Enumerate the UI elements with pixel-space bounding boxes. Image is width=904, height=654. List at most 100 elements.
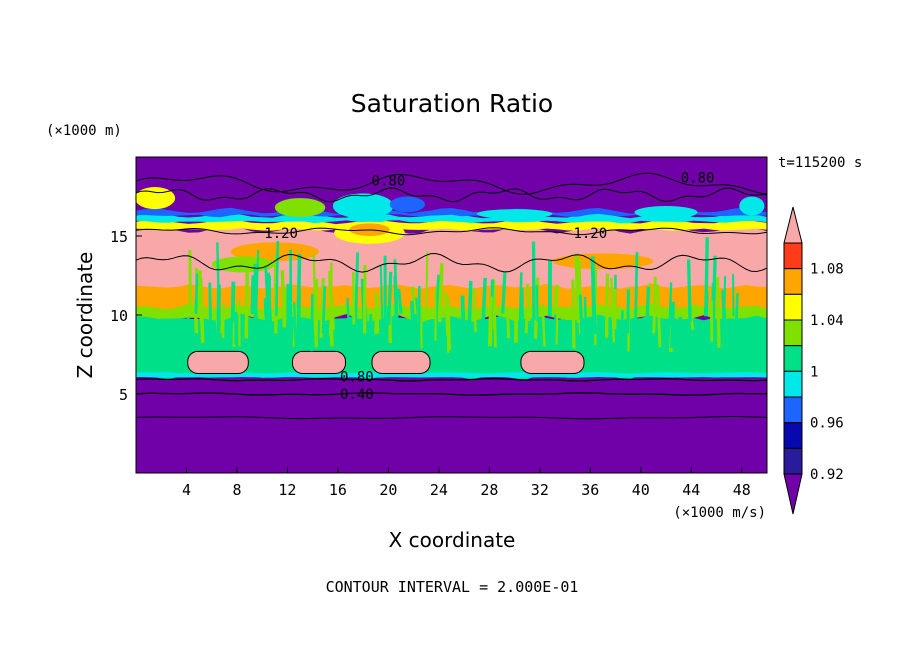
contour-label: 0.40 [340, 387, 374, 403]
contour-line [135, 416, 768, 420]
convective-streak [524, 306, 529, 334]
time-label: t=115200 s [778, 155, 862, 171]
colorbar-top-arrow [783, 206, 803, 244]
convective-streak [321, 285, 327, 334]
convective-streak [410, 286, 417, 315]
cloud-blob [134, 187, 176, 210]
colorbar-swatch [783, 422, 803, 449]
convective-streak [715, 277, 721, 348]
colorbar-swatch [783, 447, 803, 475]
colorbar-label: 1 [810, 364, 818, 380]
y-axis-title: Z coordinate [73, 252, 97, 379]
convective-streak [310, 293, 314, 352]
convective-streak [722, 309, 728, 352]
contour-line [135, 252, 768, 273]
convective-streak [571, 279, 576, 349]
colorbar-bottom-arrow [783, 473, 803, 515]
convective-streak [555, 307, 559, 345]
x-tick-label: 8 [232, 481, 241, 499]
convective-streak [397, 288, 403, 314]
x-tick-label: 44 [682, 481, 700, 499]
convective-streak [668, 282, 673, 327]
x-tick-label: 24 [430, 481, 448, 499]
convective-streak [253, 263, 258, 321]
convective-streak [590, 256, 597, 335]
x-tick-label: 28 [480, 481, 498, 499]
contour-labels: 0.80 0.801.20 1.200.800.40 [264, 171, 714, 403]
convective-streak [194, 273, 199, 314]
x-tick-label: 12 [278, 481, 296, 499]
cloud-blob [230, 242, 319, 262]
colorbar-swatch [783, 370, 803, 398]
convective-streak [198, 278, 205, 343]
convective-streak [387, 271, 393, 325]
band-cirrus-edge [136, 219, 767, 231]
x-tick-label: 36 [581, 481, 599, 499]
band-base-cyan [136, 371, 767, 378]
anvil-cell [291, 350, 346, 374]
convective-streak [521, 288, 525, 349]
cloud-blob [274, 198, 326, 218]
convective-streak [541, 303, 546, 347]
colorbar-swatch [783, 319, 803, 347]
y-tick-label: 5 [119, 386, 128, 404]
convective-streak [553, 284, 559, 315]
convective-streak [578, 294, 585, 343]
convective-streak [280, 270, 287, 328]
colorbar-swatch [783, 396, 803, 424]
convective-streak [574, 253, 580, 323]
convective-streak [509, 320, 515, 350]
convective-streak [346, 298, 351, 341]
convective-streak [319, 277, 325, 338]
chart-title: Saturation Ratio [351, 89, 553, 118]
convective-streak [604, 273, 610, 338]
y-axis: 5 10 15 [110, 228, 142, 404]
convective-streak [385, 305, 390, 351]
x-tick-label: 4 [182, 481, 191, 499]
convective-streak [393, 259, 399, 320]
convective-streak [506, 307, 511, 339]
convective-streak [492, 298, 497, 329]
colorbar-swatch [783, 242, 803, 270]
convective-streak [583, 296, 588, 343]
x-tick-label: 48 [733, 481, 751, 499]
convective-streak [374, 299, 379, 335]
cloud-blob [389, 196, 425, 213]
anvil-cell [520, 350, 585, 374]
colorbar-label: 0.92 [810, 467, 844, 483]
convective-streak [703, 292, 709, 317]
x-tick-label: 32 [531, 481, 549, 499]
convective-streak [619, 310, 624, 349]
convective-streak [216, 284, 221, 349]
convective-streak [211, 323, 216, 348]
convective-streak [298, 292, 301, 321]
contour-line [135, 392, 767, 396]
convective-streak [644, 286, 650, 350]
convective-streak [354, 252, 360, 319]
convective-streak [473, 287, 477, 333]
colorbar-swatch [783, 268, 803, 295]
colorbar: 1.08 1.04 1 0.96 0.92 [783, 206, 844, 515]
anvil-cell [371, 350, 431, 374]
convective-streak [424, 251, 429, 319]
contour-line [135, 227, 768, 236]
cloud-blob [476, 209, 553, 219]
colorbar-swatch [783, 293, 803, 321]
x-tick-label: 16 [329, 481, 347, 499]
convective-streak [410, 301, 416, 347]
contour-line [135, 172, 768, 195]
y-tick-label: 15 [110, 228, 128, 246]
convective-streak [437, 263, 444, 323]
convective-streak [293, 301, 297, 352]
x-tick-label: 40 [632, 481, 650, 499]
convective-streak [649, 324, 653, 353]
y-tick-label: 10 [110, 307, 128, 325]
convective-streak [634, 252, 639, 322]
convective-streak [711, 255, 717, 329]
convective-streak [734, 293, 739, 326]
x-axis-title: X coordinate [389, 528, 516, 552]
convective-streak [652, 276, 657, 334]
convective-streak [610, 278, 616, 343]
plot-area: 0.80 0.801.20 1.200.800.40 [134, 156, 768, 474]
convective-streak [230, 281, 236, 322]
